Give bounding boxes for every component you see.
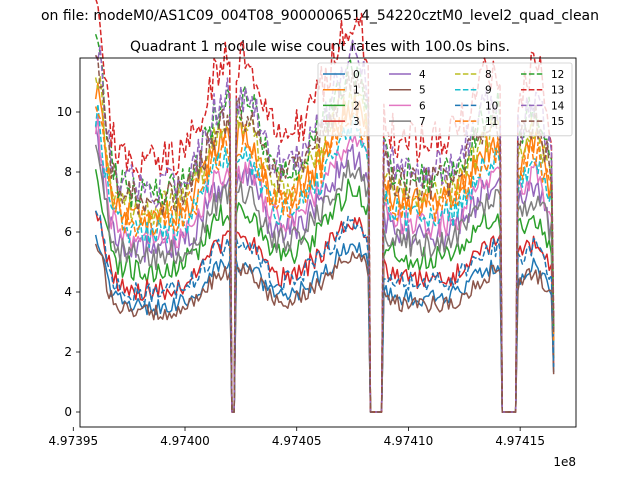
legend-label-6: 6 (419, 100, 426, 112)
legend-frame (317, 62, 573, 137)
series-line-5 (94, 243, 555, 413)
series-layer (94, 0, 555, 413)
legend-item-0[interactable]: 0 (323, 69, 360, 81)
legend-label-2: 2 (353, 100, 360, 112)
chart-title: Quadrant 1 module wise count rates with … (130, 39, 510, 55)
series-line-11 (94, 106, 555, 413)
legend-item-9[interactable]: 9 (455, 85, 492, 97)
series-line-0 (94, 234, 555, 413)
legend-label-5: 5 (419, 85, 426, 97)
legend-item-1[interactable]: 1 (323, 85, 360, 97)
series-line-9 (94, 103, 555, 413)
legend-label-14: 14 (551, 100, 565, 112)
y-tick-label: 4 (64, 285, 72, 299)
legend-label-8: 8 (485, 69, 492, 81)
legend-item-7[interactable]: 7 (389, 116, 426, 128)
legend-item-4[interactable]: 4 (389, 69, 426, 81)
legend-item-3[interactable]: 3 (323, 116, 360, 128)
legend-item-10[interactable]: 10 (455, 100, 498, 112)
legend-item-12[interactable]: 12 (521, 69, 564, 81)
x-tick-label: 4.97400 (160, 434, 210, 448)
y-tick-label: 2 (64, 345, 72, 359)
x-tick-label: 4.97405 (272, 434, 322, 448)
series-line-4 (94, 125, 555, 413)
y-tick-label: 6 (64, 225, 72, 239)
legend-item-2[interactable]: 2 (323, 100, 360, 112)
legend-item-15[interactable]: 15 (521, 116, 564, 128)
y-axis: 0 2 4 6 8 10 (57, 105, 80, 419)
legend-label-3: 3 (353, 116, 360, 128)
legend-label-7: 7 (419, 116, 426, 128)
x-offset-label: 1e8 (553, 455, 576, 469)
x-axis: 4.97395 4.97400 4.97405 4.97410 4.97415 (48, 427, 545, 448)
y-tick-label: 0 (64, 405, 72, 419)
legend-label-4: 4 (419, 69, 426, 81)
chart-suptitle: on file: modeM0/AS1C09_004T08_9000006514… (41, 8, 599, 24)
legend-item-11[interactable]: 11 (455, 116, 498, 128)
legend-label-11: 11 (485, 116, 498, 128)
series-line-2 (94, 169, 555, 413)
legend-item-5[interactable]: 5 (389, 85, 426, 97)
legend-item-8[interactable]: 8 (455, 69, 492, 81)
legend-label-12: 12 (551, 69, 564, 81)
series-line-10 (94, 210, 555, 413)
legend-label-10: 10 (485, 100, 498, 112)
legend-item-14[interactable]: 14 (521, 100, 565, 112)
legend-item-6[interactable]: 6 (389, 100, 426, 112)
x-tick-label: 4.97395 (48, 434, 98, 448)
y-tick-label: 10 (57, 105, 72, 119)
x-tick-label: 4.97415 (495, 434, 545, 448)
legend-label-9: 9 (485, 85, 492, 97)
x-tick-label: 4.97410 (384, 434, 434, 448)
legend-label-0: 0 (353, 69, 360, 81)
axes-frame (79, 57, 577, 428)
y-tick-label: 8 (64, 165, 72, 179)
legend-label-13: 13 (551, 85, 564, 97)
legend-label-1: 1 (353, 85, 360, 97)
legend-label-15: 15 (551, 116, 564, 128)
legend-item-13[interactable]: 13 (521, 85, 564, 97)
series-line-7 (94, 144, 555, 413)
